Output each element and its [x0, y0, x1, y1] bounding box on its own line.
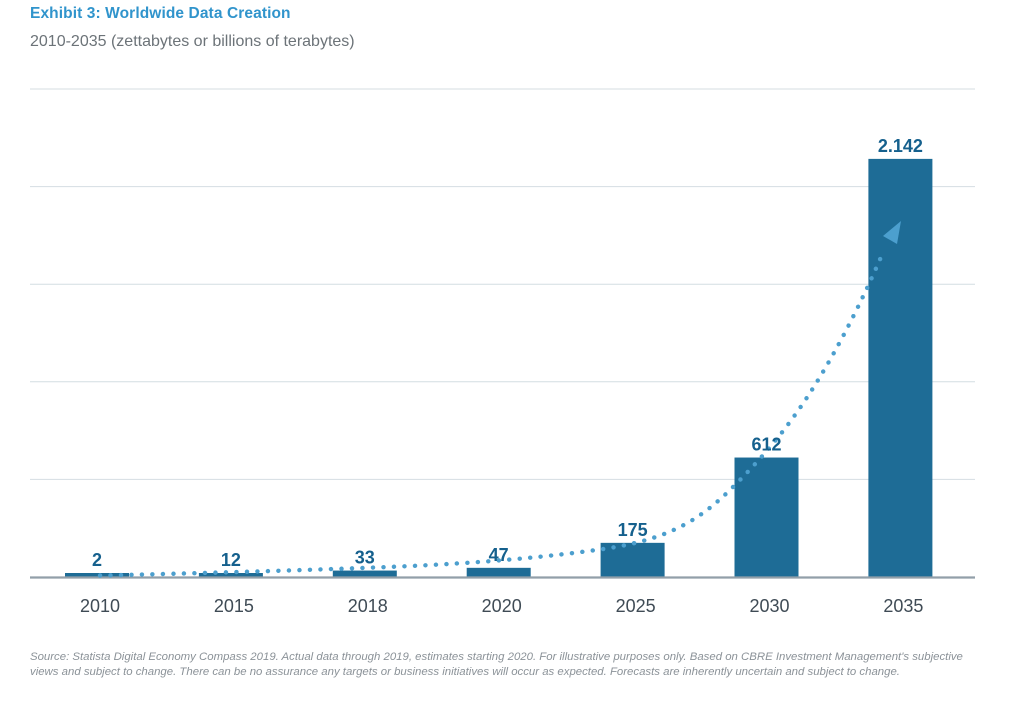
bar-value-label: 33: [355, 548, 375, 568]
trend-arrowhead-icon: [883, 221, 901, 244]
x-tick-label: 2020: [482, 596, 522, 616]
x-tick-label: 2018: [348, 596, 388, 616]
bar-2015: [198, 573, 263, 577]
bar-2025: [600, 542, 665, 577]
bar-value-label: 2: [92, 550, 102, 570]
x-tick-label: 2030: [749, 596, 789, 616]
bar-2020: [466, 567, 531, 577]
chart-title: Exhibit 3: Worldwide Data Creation: [30, 5, 291, 22]
bar-value-label: 175: [618, 520, 648, 540]
bar-value-label: 12: [221, 550, 241, 570]
source-note: Source: Statista Digital Economy Compass…: [30, 651, 963, 678]
x-tick-label: 2025: [616, 596, 656, 616]
bar-value-label: 47: [489, 545, 509, 565]
bar-2030: [734, 457, 799, 577]
bar-2035: [868, 158, 933, 578]
x-tick-label: 2010: [80, 596, 120, 616]
trend-dotted-curve: [97, 247, 887, 578]
bar-chart-canvas: 2 2010 12 2015 33 2018 47 2020 175 2025 612 2030 2.1…: [30, 88, 975, 616]
x-tick-label: 2015: [214, 596, 254, 616]
bar-value-label: 2.142: [878, 136, 923, 156]
bar-value-label: 612: [751, 435, 781, 455]
bar-2018: [332, 570, 397, 577]
bar-2010: [65, 573, 129, 577]
chart-subtitle: 2010-2035 (zettabytes or billions of ter…: [30, 33, 355, 50]
x-tick-label: 2035: [883, 596, 923, 616]
